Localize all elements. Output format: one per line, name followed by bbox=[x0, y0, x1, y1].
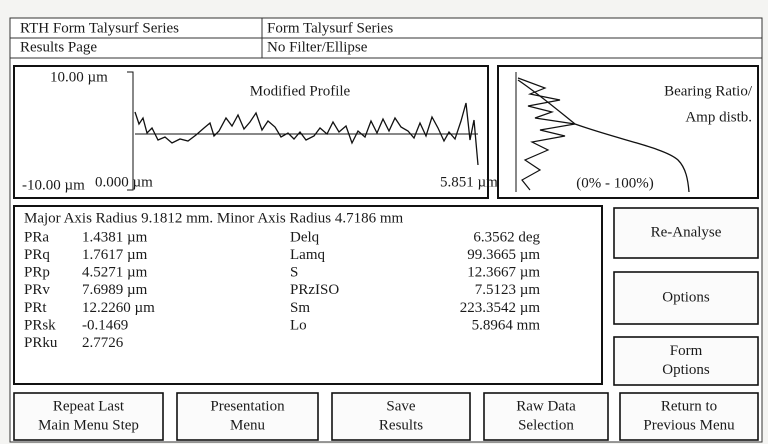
button-frame[interactable] bbox=[13, 392, 164, 441]
button-frame[interactable] bbox=[613, 207, 759, 259]
panel-title: Amp distb. bbox=[685, 109, 752, 125]
profile-panel bbox=[13, 65, 489, 199]
scale-bracket bbox=[127, 71, 134, 191]
param-name: PRp bbox=[24, 265, 50, 281]
param-name: Lo bbox=[290, 317, 307, 333]
param-value: 99.3665 µm bbox=[467, 247, 540, 263]
button[interactable]: Raw Data Selection bbox=[483, 392, 609, 441]
param-value: 12.3667 µm bbox=[467, 265, 540, 281]
button[interactable]: Options bbox=[613, 271, 759, 325]
button-label[interactable]: Save bbox=[386, 398, 416, 414]
param-name: Sm bbox=[290, 300, 310, 316]
button-label[interactable]: Presentation bbox=[210, 398, 285, 414]
button-label[interactable]: Return to bbox=[661, 398, 717, 414]
button-label[interactable]: Options bbox=[662, 362, 710, 378]
param-name: PRa bbox=[24, 229, 49, 245]
param-name: PRv bbox=[24, 282, 50, 298]
profile-trace bbox=[134, 102, 479, 166]
bearing-panel bbox=[497, 65, 759, 199]
button-label[interactable]: Previous Menu bbox=[643, 417, 735, 433]
button-label[interactable]: Results bbox=[379, 417, 423, 433]
button-label[interactable]: Re-Analyse bbox=[651, 224, 722, 240]
axes-text: Major Axis Radius 9.1812 mm. Minor Axis … bbox=[24, 210, 404, 226]
param-value: -0.1469 bbox=[82, 317, 128, 333]
x-end-label: 5.851 µm bbox=[440, 174, 498, 190]
param-name: PRq bbox=[24, 247, 50, 263]
param-name: PRsk bbox=[24, 317, 56, 333]
button[interactable]: Form Options bbox=[613, 336, 759, 386]
button-frame[interactable] bbox=[613, 271, 759, 325]
button-label[interactable]: Repeat Last bbox=[53, 398, 125, 414]
param-name: S bbox=[290, 265, 298, 281]
button-label[interactable]: Raw Data bbox=[516, 398, 576, 414]
param-name: Delq bbox=[290, 229, 320, 245]
param-name: PRzISO bbox=[290, 282, 339, 298]
button-label[interactable]: Selection bbox=[518, 417, 574, 433]
button-frame[interactable] bbox=[619, 392, 759, 441]
button-frame[interactable] bbox=[331, 392, 471, 441]
param-value: 6.3562 deg bbox=[473, 229, 540, 245]
param-name: PRt bbox=[24, 300, 47, 316]
header-text: Results Page bbox=[20, 39, 97, 55]
param-value: 223.3542 µm bbox=[460, 300, 541, 316]
header-text: Form Talysurf Series bbox=[267, 20, 393, 36]
param-value: 1.7617 µm bbox=[82, 247, 148, 263]
button[interactable]: Re-Analyse bbox=[613, 207, 759, 259]
button-frame[interactable] bbox=[613, 336, 759, 386]
param-value: 7.5123 µm bbox=[475, 282, 541, 298]
panel-title: Modified Profile bbox=[250, 83, 351, 99]
button[interactable]: Presentation Menu bbox=[176, 392, 319, 441]
results-panel bbox=[13, 205, 603, 385]
param-value: 1.4381 µm bbox=[82, 229, 148, 245]
button-label[interactable]: Menu bbox=[230, 417, 265, 433]
param-value: 5.8964 mm bbox=[472, 317, 541, 333]
param-value: 7.6989 µm bbox=[82, 282, 148, 298]
button-label[interactable]: Options bbox=[662, 289, 710, 305]
header-text: RTH Form Talysurf Series bbox=[20, 20, 179, 36]
button-frame[interactable] bbox=[483, 392, 609, 441]
button-label[interactable]: Main Menu Step bbox=[38, 417, 139, 433]
param-value: 2.7726 bbox=[82, 335, 124, 351]
param-name: Lamq bbox=[290, 247, 325, 263]
param-name: PRku bbox=[24, 335, 58, 351]
button[interactable]: Save Results bbox=[331, 392, 471, 441]
button-frame[interactable] bbox=[176, 392, 319, 441]
y-top-label: 10.00 µm bbox=[50, 69, 108, 85]
param-value: 4.5271 µm bbox=[82, 265, 148, 281]
button[interactable]: Return to Previous Menu bbox=[619, 392, 759, 441]
button-label[interactable]: Form bbox=[670, 343, 703, 359]
amplitude-trace bbox=[517, 77, 576, 191]
param-value: 12.2260 µm bbox=[82, 300, 155, 316]
bearing-trace bbox=[517, 79, 690, 193]
range-label: (0% - 100%) bbox=[576, 175, 653, 191]
y-bottom-label: -10.00 µm bbox=[22, 177, 85, 193]
button[interactable]: Repeat Last Main Menu Step bbox=[13, 392, 164, 441]
panel-title: Bearing Ratio/ bbox=[664, 83, 753, 99]
x-start-label: 0.000 µm bbox=[95, 174, 153, 190]
header-text: No Filter/Ellipse bbox=[267, 39, 368, 55]
